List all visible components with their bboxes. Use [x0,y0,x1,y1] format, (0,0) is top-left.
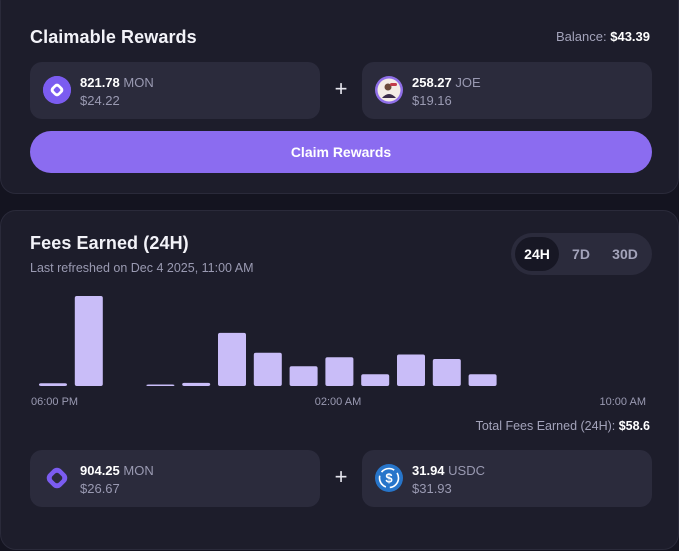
range-option-24h[interactable]: 24H [515,237,559,271]
fee-bar-10[interactable] [397,354,425,387]
fee-amount-usdc: 31.94 USDC [412,463,486,478]
balance-display: Balance: $43.39 [556,29,650,44]
fee-bar-3[interactable] [146,384,175,387]
mon-token-icon [43,76,71,104]
fee-usd-mon: $26.67 [80,481,120,496]
joe-token-icon [375,76,403,104]
fee-bar-5[interactable] [218,332,246,386]
fees-bar-chart: 06:00 PM 02:00 AM 10:00 AM [31,296,646,408]
svg-text:$: $ [385,471,393,486]
x-tick-label-1: 02:00 AM [315,396,361,408]
usdc-token-icon: $ [375,464,403,492]
fee-bar-6[interactable] [253,352,282,386]
time-range-toggle: 24H 7D 30D [511,233,652,275]
fee-token-mon: 904.25 MON $26.67 [30,450,320,507]
fee-bar-7[interactable] [289,366,318,386]
fee-token-usdc: $ 31.94 USDC $31.93 [362,450,652,507]
total-fees-value: $58.6 [618,419,650,433]
fee-bar-8[interactable] [325,357,354,386]
plus-sign: + [334,76,348,101]
fee-bar-12[interactable] [468,374,497,386]
balance-label: Balance: [556,29,607,44]
reward-token-mon: 821.78 MON $24.22 [30,62,320,119]
plus-sign: + [334,464,348,489]
reward-amount-mon: 821.78 MON [80,75,154,90]
fee-bar-11[interactable] [432,359,461,386]
fees-title: Fees Earned (24H) [30,233,189,253]
fees-earned-card: Fees Earned (24H) Last refreshed on Dec … [0,210,679,550]
fee-amount-mon: 904.25 MON [80,463,154,478]
balance-value: $43.39 [610,29,650,44]
claimable-rewards-card: Claimable Rewards Balance: $43.39 821.78… [0,0,679,194]
total-fees: Total Fees Earned (24H): $58.6 [476,419,650,433]
fee-bar-1[interactable] [74,296,103,386]
reward-usd-mon: $24.22 [80,93,120,108]
reward-token-joe: 258.27 JOE $19.16 [362,62,652,119]
reward-usd-joe: $19.16 [412,93,452,108]
range-option-7d[interactable]: 7D [572,246,590,262]
reward-amount-joe: 258.27 JOE [412,75,481,90]
fee-bar-4[interactable] [182,382,211,386]
rewards-title: Claimable Rewards [30,27,197,47]
x-tick-label-2: 10:00 AM [600,396,646,408]
claim-rewards-button[interactable]: Claim Rewards [30,131,652,173]
last-refreshed-text: Last refreshed on Dec 4 2025, 11:00 AM [30,261,254,275]
fee-bar-9[interactable] [361,374,390,386]
fee-bar-0[interactable] [39,383,67,386]
x-tick-label-0: 06:00 PM [31,396,78,408]
fee-usd-usdc: $31.93 [412,481,452,496]
total-fees-label: Total Fees Earned (24H): [475,419,616,433]
mon-token-icon [43,464,71,492]
range-option-30d[interactable]: 30D [612,246,638,262]
